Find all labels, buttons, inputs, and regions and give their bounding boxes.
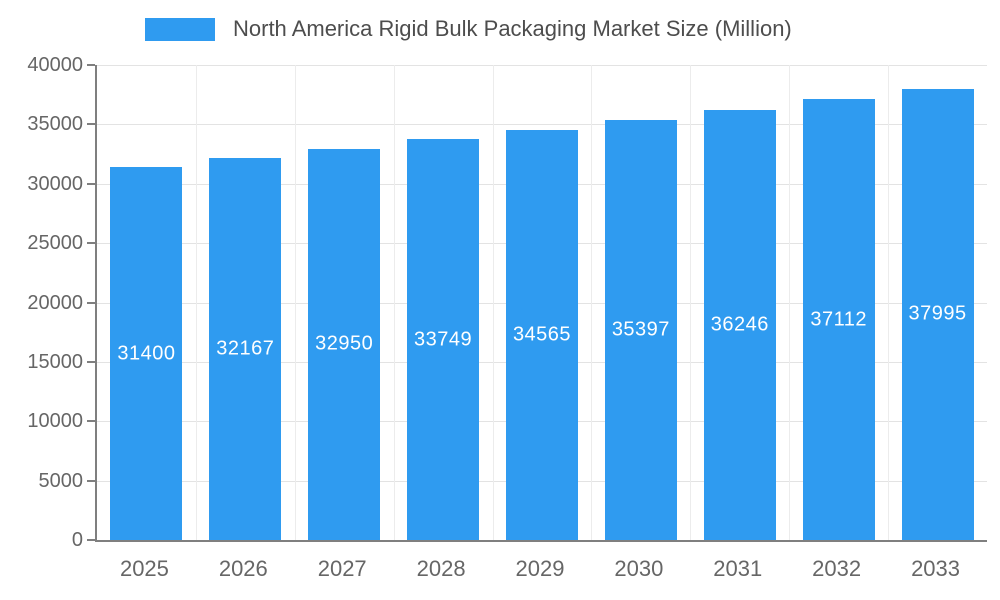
x-axis-tick-label: 2026: [218, 556, 268, 581]
y-axis-tick-label: 15000: [27, 350, 83, 373]
gridline-vertical: [591, 65, 593, 540]
y-axis-tick-mark: [87, 479, 95, 482]
x-axis-tick-label: 2028: [416, 556, 466, 581]
bar-value-label: 32167: [216, 337, 275, 360]
bar-2025[interactable]: 31400: [110, 167, 183, 540]
gridline-horizontal: [97, 124, 987, 126]
y-axis-tick-mark: [87, 539, 95, 541]
gridline-vertical: [492, 65, 494, 540]
y-axis-tick-mark: [87, 242, 95, 245]
x-axis-tick-label: 2032: [812, 556, 862, 581]
legend-label: North America Rigid Bulk Packaging Marke…: [233, 16, 792, 41]
y-axis-tick-label: 25000: [27, 232, 83, 255]
plot-area: 31400 32167 32950 33749 34565 35397 36246 37112…: [95, 65, 987, 542]
legend-item[interactable]: North America Rigid Bulk Packaging Marke…: [145, 16, 792, 42]
bar-2030[interactable]: 35397: [604, 119, 677, 540]
y-axis-tick-label: 10000: [27, 410, 83, 433]
gridline-vertical: [393, 65, 395, 540]
y-axis-tick-label: 35000: [27, 113, 83, 136]
bar-value-label: 37112: [810, 308, 867, 331]
bar-2028[interactable]: 33749: [407, 139, 480, 540]
bar-value-label: 36246: [710, 313, 769, 336]
y-axis-tick-mark: [87, 360, 95, 363]
bar-2029[interactable]: 34565: [506, 129, 578, 540]
gridline-vertical: [294, 65, 296, 540]
bar-2032[interactable]: 37112: [802, 99, 875, 540]
bar-value-label: 34565: [512, 323, 572, 346]
bar-2033[interactable]: 37995: [901, 88, 974, 540]
gridline-vertical: [888, 65, 890, 540]
bar-2026[interactable]: 32167: [209, 158, 282, 540]
gridline-vertical: [789, 65, 791, 540]
bar-value-label: 35397: [611, 318, 670, 341]
x-axis: 2025 2026 2027 2028 2029 2030 2031 2032 2033: [95, 556, 985, 586]
y-axis-tick-mark: [87, 123, 95, 126]
gridline-horizontal: [97, 65, 987, 66]
y-axis-tick-mark: [87, 182, 95, 185]
y-axis-tick-label: 5000: [38, 469, 84, 492]
y-axis: 0 5000 10000 15000 20000 25000 30000 35000 40000: [0, 54, 84, 551]
x-axis-tick-label: 2025: [119, 556, 169, 581]
bar-value-label: 32950: [315, 332, 374, 355]
gridline-vertical: [195, 65, 197, 540]
y-axis-tick-label: 30000: [27, 172, 83, 195]
bar-2027[interactable]: 32950: [308, 148, 381, 540]
y-axis-tick-label: 40000: [27, 54, 83, 76]
x-axis-tick-label: 2027: [317, 556, 367, 581]
bar-2031[interactable]: 36246: [703, 109, 776, 540]
y-axis-tick-mark: [87, 301, 95, 304]
bar-value-label: 31400: [117, 342, 176, 365]
x-axis-tick-label: 2030: [614, 556, 664, 581]
y-axis-tick-mark: [87, 64, 95, 66]
x-axis-tick-label: 2033: [911, 556, 961, 581]
y-axis-tick-mark: [87, 420, 95, 423]
bar-value-label: 37995: [908, 302, 967, 325]
legend-swatch: [145, 17, 215, 41]
gridline-vertical: [690, 65, 692, 540]
bar-value-label: 33749: [414, 328, 473, 351]
y-axis-tick-label: 0: [71, 529, 83, 551]
x-axis-tick-label: 2029: [515, 556, 565, 581]
x-axis-tick-label: 2031: [713, 556, 763, 581]
y-axis-tick-label: 20000: [27, 291, 83, 314]
